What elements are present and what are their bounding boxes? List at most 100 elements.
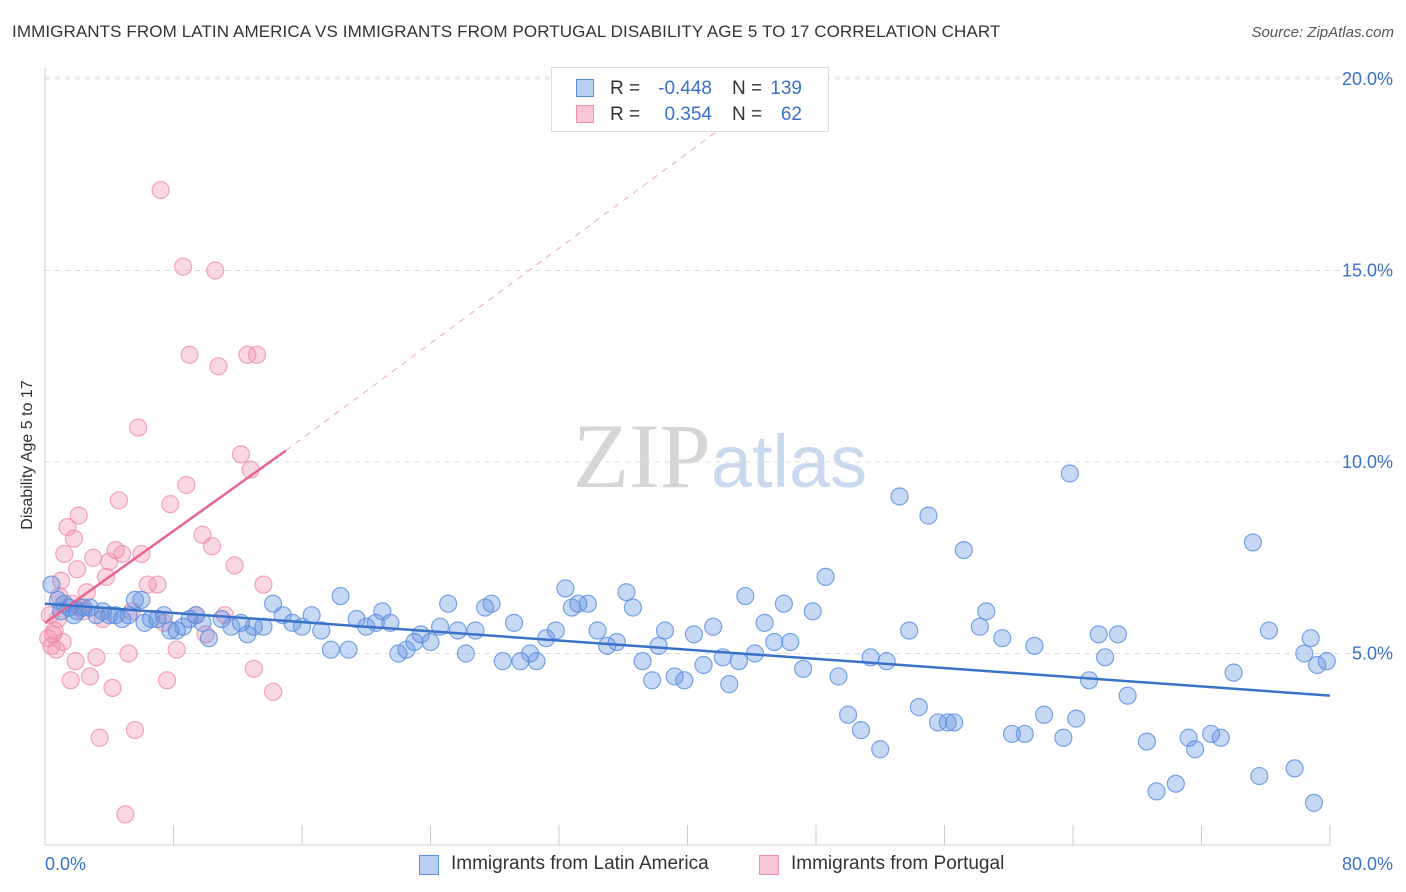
latin-america-point xyxy=(212,609,231,629)
latin-america-point xyxy=(154,606,173,625)
source-label: Source: ZipAtlas.com xyxy=(1251,24,1394,41)
latin-america-point xyxy=(993,629,1012,648)
latin-america-point xyxy=(919,506,938,525)
latin-america-point xyxy=(439,594,458,613)
latin-america-point xyxy=(1118,686,1137,705)
latin-america-point xyxy=(607,632,626,652)
latin-america-point xyxy=(765,632,784,652)
latin-america-point xyxy=(448,621,467,640)
latin-america-point xyxy=(675,671,694,690)
latin-america-point xyxy=(1096,648,1115,667)
latin-america-point xyxy=(829,667,848,686)
latin-america-point xyxy=(1015,724,1034,744)
latin-america-point xyxy=(1147,782,1166,801)
latin-america-point xyxy=(482,594,501,613)
portugal-point xyxy=(58,518,77,537)
y-tick-label: 5.0% xyxy=(1352,644,1393,664)
latin-america-point xyxy=(466,621,485,640)
portugal-point xyxy=(138,575,157,594)
latin-america-point xyxy=(643,671,662,690)
portugal-point xyxy=(263,682,283,701)
latin-america-point xyxy=(704,617,723,636)
portugal-point xyxy=(247,345,267,364)
portugal-point xyxy=(64,529,84,548)
latin-america-point xyxy=(877,652,896,671)
latin-america-point xyxy=(1304,793,1324,812)
portugal-point xyxy=(167,640,186,659)
legend-swatch-blue xyxy=(576,79,594,97)
latin-america-point xyxy=(1166,774,1185,793)
portugal-point xyxy=(231,445,251,464)
latin-america-point xyxy=(1243,533,1263,552)
latin-america-point xyxy=(504,613,524,632)
latin-america-point xyxy=(909,698,928,717)
portugal-point xyxy=(157,671,177,690)
latin-america-point xyxy=(1317,652,1336,671)
latin-america-point xyxy=(1108,625,1128,644)
latin-america-point xyxy=(649,636,668,655)
latin-america-point xyxy=(623,598,642,617)
portugal-point xyxy=(55,544,74,564)
latin-america-point xyxy=(1250,766,1269,786)
portugal-point xyxy=(206,261,225,280)
portugal-point xyxy=(84,548,103,567)
portugal-point xyxy=(68,560,87,579)
legend-n-label: N = xyxy=(732,78,763,99)
portugal-point xyxy=(151,180,170,200)
legend-label-latin-america: Immigrants from Latin America xyxy=(451,853,709,874)
series-legend: Immigrants from Latin America Immigrants… xyxy=(0,852,1406,878)
portugal-point xyxy=(119,644,138,663)
portugal-point xyxy=(202,537,222,556)
legend-swatch-pink xyxy=(759,855,779,875)
latin-america-point xyxy=(1185,740,1205,759)
latin-america-point xyxy=(794,659,813,678)
chart-title: IMMIGRANTS FROM LATIN AMERICA VS IMMIGRA… xyxy=(12,22,1001,41)
portugal-point xyxy=(90,728,109,747)
latin-america-point xyxy=(199,629,218,648)
latin-america-point xyxy=(1079,671,1099,690)
x-tick-label: 0.0% xyxy=(45,854,86,874)
legend-r-label: R = xyxy=(610,78,641,99)
latin-america-point xyxy=(546,621,565,640)
latin-america-point xyxy=(781,632,800,652)
portugal-point xyxy=(238,345,257,364)
latin-america-point xyxy=(132,590,151,609)
latin-america-point xyxy=(347,609,366,629)
latin-america-point xyxy=(1202,724,1221,744)
portugal-point xyxy=(103,678,122,698)
latin-america-point xyxy=(421,632,440,652)
latin-america-point xyxy=(321,640,341,659)
latin-america-point xyxy=(900,621,919,640)
latin-america-point xyxy=(684,625,704,644)
legend-swatch-blue xyxy=(419,855,439,875)
latin-america-point xyxy=(456,644,475,663)
latin-america-point xyxy=(928,713,948,732)
latin-america-point xyxy=(938,713,957,732)
legend-swatch-pink xyxy=(576,105,594,123)
portugal-trend-extension xyxy=(285,116,736,451)
latin-america-point xyxy=(312,621,331,640)
latin-america-point xyxy=(1301,629,1320,648)
latin-america-point xyxy=(511,652,530,671)
portugal-point xyxy=(180,345,199,364)
latin-america-point xyxy=(803,602,822,621)
latin-america-point xyxy=(125,590,145,609)
latin-america-point xyxy=(1285,759,1304,778)
latin-america-point xyxy=(1002,724,1022,744)
latin-america-point xyxy=(331,586,350,606)
latin-america-point xyxy=(1089,625,1108,644)
latin-america-point xyxy=(556,579,575,598)
latin-america-point xyxy=(839,705,858,724)
latin-america-point xyxy=(1259,621,1279,640)
latin-america-point xyxy=(1025,636,1044,655)
latin-america-point xyxy=(655,621,675,640)
latin-america-trend-line xyxy=(44,602,1331,697)
portugal-point xyxy=(87,648,106,667)
latin-america-point xyxy=(493,652,512,671)
latin-america-point xyxy=(1034,705,1054,724)
portugal-point xyxy=(225,556,244,575)
portugal-point xyxy=(61,671,80,690)
latin-america-point xyxy=(1137,732,1156,751)
latin-america-point xyxy=(970,617,989,636)
